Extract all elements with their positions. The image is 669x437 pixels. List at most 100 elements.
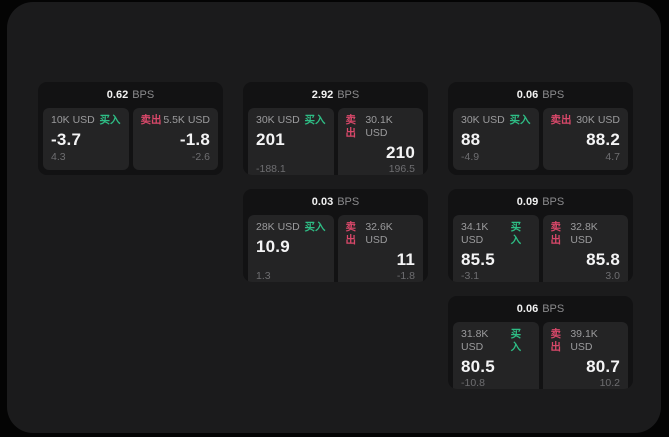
sell-side-label: 卖出: [345, 114, 357, 139]
sell-amount: 30K USD: [576, 114, 620, 126]
bps-value: 2.92: [311, 89, 334, 101]
sell-side-label: 卖出: [140, 114, 162, 126]
buy-amount: 34.1K USD: [461, 221, 489, 246]
card-body: 31.8K USD 买入 80.5 -10.8 卖出 39.1K USD 80.…: [448, 322, 633, 389]
sell-price: 80.7: [586, 357, 620, 376]
bps-value: 0.62: [106, 89, 129, 101]
sell-change: 10.2: [599, 377, 620, 389]
bps-unit-label: BPS: [337, 89, 360, 101]
quote-cards-grid: 0.62 BPS 10K USD 买入 -3.7 4.3 卖出: [38, 82, 633, 389]
bps-unit-label: BPS: [542, 303, 565, 315]
buy-quote-tile[interactable]: 10K USD 买入 -3.7 4.3: [43, 108, 129, 170]
bps-unit-label: BPS: [337, 196, 360, 208]
sell-quote-tile[interactable]: 卖出 39.1K USD 80.7 10.2: [542, 322, 628, 389]
buy-price: 88: [461, 130, 481, 149]
buy-amount: 28K USD: [256, 221, 300, 233]
card-body: 28K USD 买入 10.9 1.3 卖出 32.6K USD 11 -1.8: [243, 215, 428, 282]
sell-quote-tile[interactable]: 卖出 30K USD 88.2 4.7: [542, 108, 628, 170]
buy-tile-header: 31.8K USD 买入: [461, 328, 531, 354]
buy-side-label: 买入: [99, 114, 121, 126]
sell-quote-tile[interactable]: 卖出 32.8K USD 85.8 3.0: [542, 215, 628, 282]
buy-price: 10.9: [256, 237, 290, 256]
buy-side-label: 买入: [509, 114, 531, 126]
buy-change: -188.1: [256, 163, 286, 175]
card-header: 0.06 BPS: [448, 296, 633, 322]
sell-amount: 5.5K USD: [163, 114, 210, 126]
sell-amount: 32.8K USD: [570, 221, 598, 246]
sell-price: 85.8: [586, 250, 620, 269]
sell-price: 11: [396, 250, 415, 269]
sell-tile-header: 卖出 32.6K USD: [346, 221, 416, 247]
sell-tile-header: 卖出 32.8K USD: [551, 221, 621, 247]
buy-amount: 30K USD: [256, 114, 300, 126]
sell-tile-header: 卖出 5.5K USD: [141, 114, 211, 127]
sell-change: -1.8: [396, 270, 415, 282]
sell-price: 210: [386, 143, 415, 162]
quote-card: 2.92 BPS 30K USD 买入 201 -188.1 卖出: [243, 82, 428, 175]
quote-card: 0.03 BPS 28K USD 买入 10.9 1.3 卖出: [243, 189, 428, 282]
buy-tile-header: 30K USD 买入: [256, 114, 326, 127]
buy-quote-tile[interactable]: 30K USD 买入 201 -188.1: [248, 108, 334, 175]
sell-change: 3.0: [605, 270, 620, 282]
buy-change: -4.9: [461, 151, 480, 163]
bps-value: 0.03: [311, 196, 334, 208]
card-body: 30K USD 买入 88 -4.9 卖出 30K USD 88.2 4.7: [448, 108, 633, 175]
buy-amount: 10K USD: [51, 114, 95, 126]
sell-side-label: 卖出: [345, 221, 357, 246]
buy-tile-header: 10K USD 买入: [51, 114, 121, 127]
sell-quote-tile[interactable]: 卖出 5.5K USD -1.8 -2.6: [132, 108, 218, 170]
sell-tile-header: 卖出 30.1K USD: [346, 114, 416, 140]
buy-tile-header: 34.1K USD 买入: [461, 221, 531, 247]
quote-card: 0.09 BPS 34.1K USD 买入 85.5 -3.1 卖出: [448, 189, 633, 282]
sell-side-label: 卖出: [550, 221, 562, 246]
sell-side-label: 卖出: [550, 114, 572, 126]
buy-change: -10.8: [461, 377, 485, 389]
buy-tile-header: 28K USD 买入: [256, 221, 326, 234]
sell-side-label: 卖出: [550, 328, 562, 353]
quote-card: 0.62 BPS 10K USD 买入 -3.7 4.3 卖出: [38, 82, 223, 175]
card-header: 0.62 BPS: [38, 82, 223, 108]
bps-unit-label: BPS: [132, 89, 155, 101]
main-panel: 0.62 BPS 10K USD 买入 -3.7 4.3 卖出: [7, 2, 661, 433]
card-header: 0.03 BPS: [243, 189, 428, 215]
sell-quote-tile[interactable]: 卖出 30.1K USD 210 196.5: [337, 108, 423, 175]
sell-amount: 30.1K USD: [365, 114, 393, 139]
buy-side-label: 买入: [510, 328, 522, 353]
buy-price: 80.5: [461, 357, 495, 376]
buy-change: 4.3: [51, 151, 66, 163]
sell-change: 196.5: [388, 163, 415, 175]
sell-amount: 32.6K USD: [365, 221, 393, 246]
card-header: 0.09 BPS: [448, 189, 633, 215]
sell-price: 88.2: [586, 130, 620, 149]
buy-quote-tile[interactable]: 30K USD 买入 88 -4.9: [453, 108, 539, 170]
buy-price: 85.5: [461, 250, 495, 269]
buy-amount: 31.8K USD: [461, 328, 489, 353]
bps-value: 0.06: [516, 303, 539, 315]
bps-unit-label: BPS: [542, 89, 565, 101]
sell-change: -2.6: [191, 151, 210, 163]
card-body: 10K USD 买入 -3.7 4.3 卖出 5.5K USD -1.8 -2.…: [38, 108, 223, 175]
buy-quote-tile[interactable]: 31.8K USD 买入 80.5 -10.8: [453, 322, 539, 389]
sell-change: 4.7: [605, 151, 620, 163]
card-header: 0.06 BPS: [448, 82, 633, 108]
card-body: 34.1K USD 买入 85.5 -3.1 卖出 32.8K USD 85.8…: [448, 215, 633, 282]
bps-value: 0.09: [516, 196, 539, 208]
buy-tile-header: 30K USD 买入: [461, 114, 531, 127]
bps-unit-label: BPS: [542, 196, 565, 208]
sell-price: -1.8: [179, 130, 210, 149]
quote-card: 0.06 BPS 30K USD 买入 88 -4.9 卖出: [448, 82, 633, 175]
bps-value: 0.06: [516, 89, 539, 101]
buy-side-label: 买入: [510, 221, 522, 246]
sell-tile-header: 卖出 39.1K USD: [551, 328, 621, 354]
buy-amount: 30K USD: [461, 114, 505, 126]
card-body: 30K USD 买入 201 -188.1 卖出 30.1K USD 210 1…: [243, 108, 428, 175]
quote-card: 0.06 BPS 31.8K USD 买入 80.5 -10.8 卖: [448, 296, 633, 389]
buy-price: 201: [256, 130, 285, 149]
sell-amount: 39.1K USD: [570, 328, 598, 353]
sell-quote-tile[interactable]: 卖出 32.6K USD 11 -1.8: [337, 215, 423, 282]
buy-price: -3.7: [51, 130, 82, 149]
card-header: 2.92 BPS: [243, 82, 428, 108]
buy-quote-tile[interactable]: 34.1K USD 买入 85.5 -3.1: [453, 215, 539, 282]
buy-change: 1.3: [256, 270, 271, 282]
buy-quote-tile[interactable]: 28K USD 买入 10.9 1.3: [248, 215, 334, 282]
